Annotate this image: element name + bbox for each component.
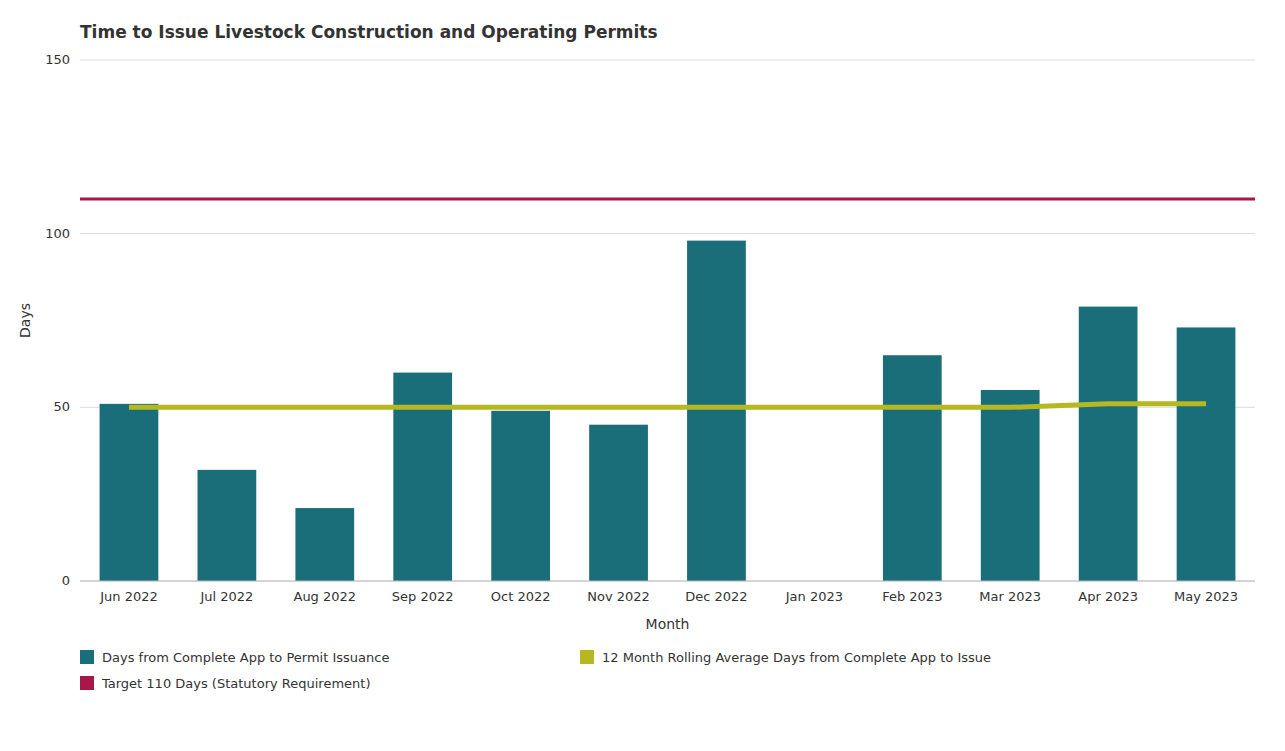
legend-swatch [580,650,594,664]
grid-line [80,60,1255,61]
line [129,404,1206,407]
x-tick-label: Jun 2022 [99,589,158,604]
y-tick-label: 0 [62,573,70,588]
x-tick-label: Aug 2022 [293,589,356,604]
x-tick-label: Jan 2023 [785,589,843,604]
legend: Days from Complete App to Permit Issuanc… [80,650,991,691]
reference-line [80,197,1255,200]
x-tick-label: Jul 2022 [199,589,253,604]
y-axis-label: Days [17,303,33,338]
x-tick-label: Nov 2022 [587,589,650,604]
bar [198,470,257,581]
bar [687,241,746,581]
bar [491,411,550,581]
grid-line [80,233,1255,234]
bar [589,425,648,581]
x-tick-label: Feb 2023 [882,589,942,604]
plot-area [80,199,1255,581]
chart: Time to Issue Livestock Construction and… [0,0,1285,751]
legend-swatch [80,650,94,664]
x-tick-label: Mar 2023 [979,589,1041,604]
bar [393,373,452,581]
legend-label: Days from Complete App to Permit Issuanc… [102,650,389,665]
x-axis-line [80,581,1255,582]
y-tick-label: 100 [45,226,70,241]
legend-swatch [80,676,94,690]
grid [80,60,1255,581]
x-tick-label: Oct 2022 [491,589,551,604]
bar [100,404,159,581]
bar [1177,327,1236,581]
bar [1079,307,1138,581]
legend-label: Target 110 Days (Statutory Requirement) [101,676,371,691]
bar [883,355,942,581]
x-axis-label: Month [646,616,690,632]
y-tick-label: 50 [53,399,70,414]
grid-line [80,581,1255,582]
legend-label: 12 Month Rolling Average Days from Compl… [602,650,991,665]
title: Time to Issue Livestock Construction and… [80,22,658,42]
y-tick-label: 150 [45,52,70,67]
x-tick-label: May 2023 [1174,589,1238,604]
x-tick-label: Dec 2022 [685,589,747,604]
bar [295,508,354,581]
bar [981,390,1040,581]
x-tick-label: Sep 2022 [392,589,454,604]
x-tick-label: Apr 2023 [1078,589,1138,604]
